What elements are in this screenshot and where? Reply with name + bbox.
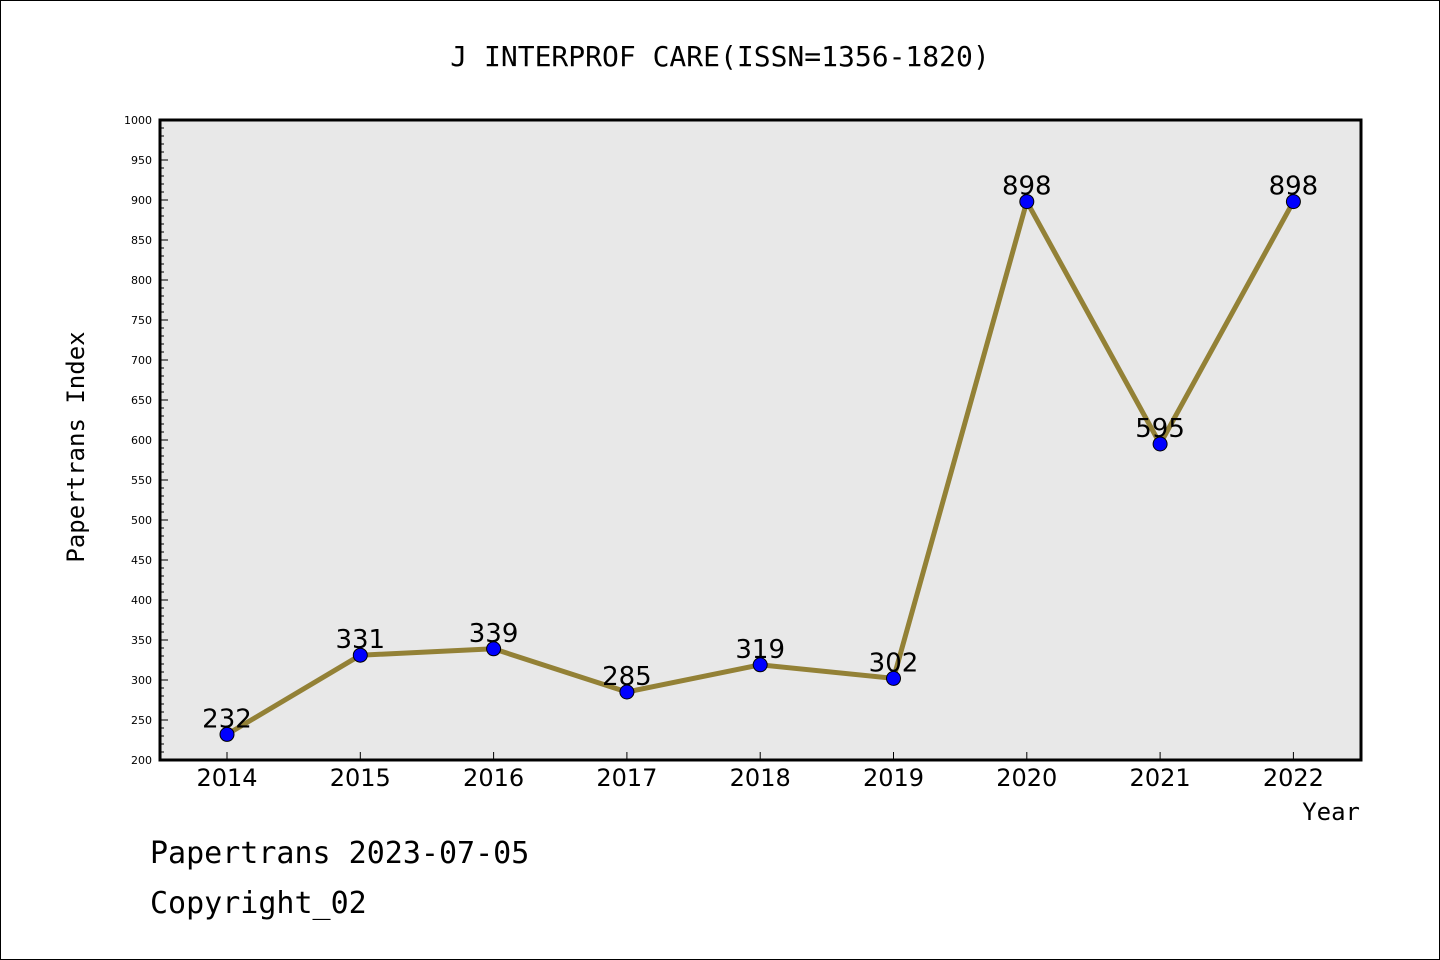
y-tick-label: 450 — [131, 554, 152, 567]
y-tick-label: 500 — [131, 514, 152, 527]
data-point — [886, 670, 901, 686]
x-tick-label: 2022 — [1263, 764, 1324, 792]
x-tick-label: 2019 — [863, 764, 924, 792]
data-point — [1152, 436, 1168, 452]
y-axis-label: Papertrans Index — [62, 331, 90, 562]
plot-area: 200 250 300 350 400 450 500 550 600 650 700 750 800 8… — [124, 114, 1363, 792]
chart-title: J INTERPROF CARE(ISSN=1356-1820) — [450, 40, 989, 73]
y-tick-label: 750 — [131, 314, 152, 327]
data-label: 898 — [1002, 172, 1052, 202]
x-tick-label: 2014 — [196, 764, 257, 792]
y-tick-label: 300 — [131, 674, 152, 687]
x-tick-label: 2016 — [463, 764, 524, 792]
data-label: 331 — [335, 625, 385, 655]
data-point — [752, 657, 768, 673]
x-axis-label: Year — [1302, 798, 1360, 826]
data-label: 595 — [1135, 414, 1185, 444]
data-point — [1019, 194, 1035, 210]
data-label: 339 — [469, 619, 519, 649]
data-point — [1285, 194, 1301, 210]
data-point — [219, 726, 235, 742]
data-label: 302 — [869, 648, 919, 678]
y-tick-label: 200 — [131, 754, 152, 767]
x-tick-label: 2018 — [730, 764, 791, 792]
x-tick-label: 2017 — [596, 764, 657, 792]
x-tick-label: 2015 — [330, 764, 391, 792]
y-tick-label: 400 — [131, 594, 152, 607]
y-tick-label: 250 — [131, 714, 152, 727]
data-point — [486, 641, 502, 657]
data-point — [619, 684, 635, 700]
data-label: 898 — [1269, 172, 1319, 202]
data-label: 232 — [202, 704, 252, 734]
data-label: 285 — [602, 662, 652, 692]
footer-copyright-text: Copyright_02 — [150, 886, 367, 921]
data-point — [352, 647, 368, 663]
y-tick-label: 350 — [131, 634, 152, 647]
x-tick-label: 2020 — [996, 764, 1057, 792]
y-tick-label: 650 — [131, 394, 152, 407]
y-tick-label: 900 — [131, 194, 152, 207]
y-tick-label: 700 — [131, 354, 152, 367]
y-tick-label: 550 — [131, 474, 152, 487]
y-tick-label: 600 — [131, 434, 152, 447]
data-label: 319 — [735, 635, 785, 665]
footer-date-text: Papertrans 2023-07-05 — [150, 836, 529, 871]
y-tick-label: 850 — [131, 234, 152, 247]
x-tick-label: 2021 — [1130, 764, 1191, 792]
y-tick-label: 800 — [131, 274, 152, 287]
y-tick-label: 1000 — [124, 114, 152, 127]
y-tick-label: 950 — [131, 154, 152, 167]
